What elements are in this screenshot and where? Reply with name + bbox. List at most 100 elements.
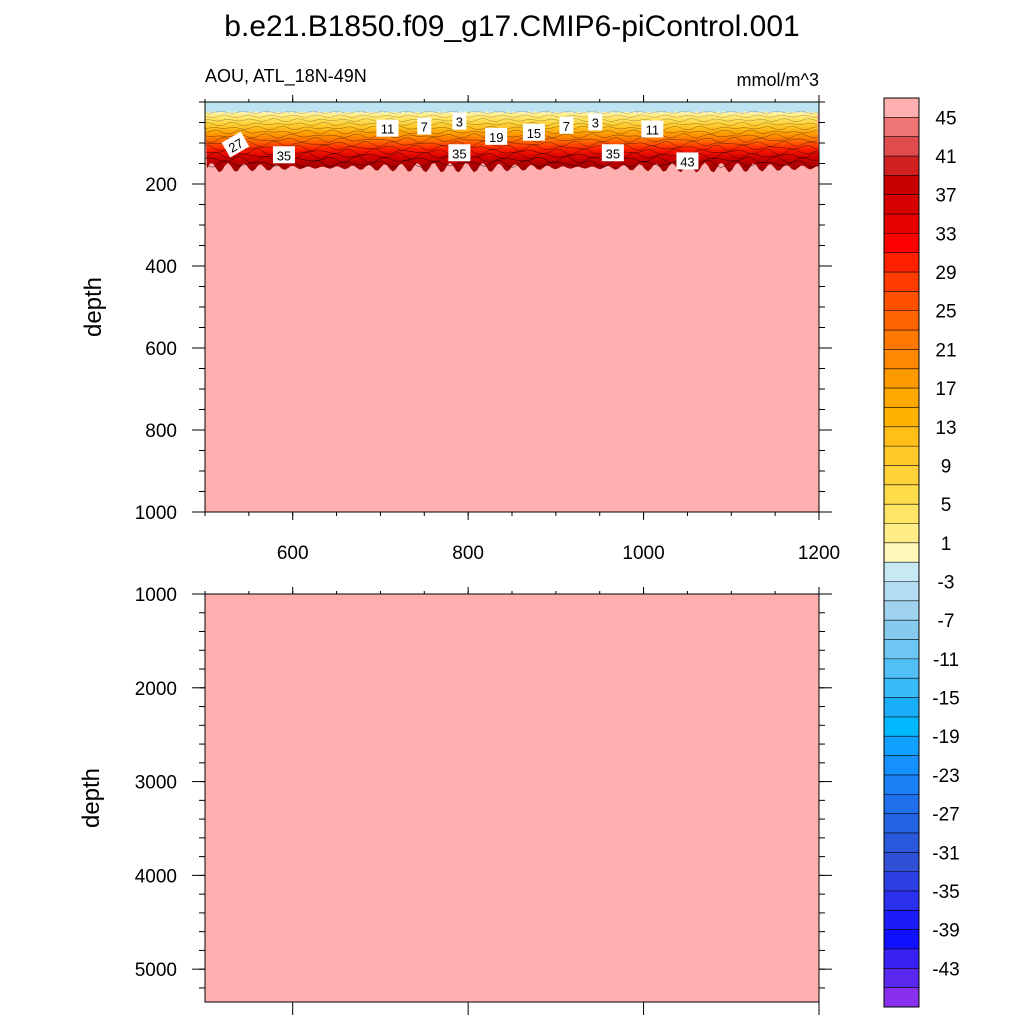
lower-panel: 1000 2000 3000 4000 5000 depth [78, 585, 832, 1015]
contour-label-text: 11 [381, 122, 395, 137]
contour-label: 35 [272, 146, 295, 164]
colorbar-box [884, 446, 919, 466]
x-tick-label: 800 [452, 543, 484, 564]
colorbar-box [884, 523, 919, 544]
colorbar-label: 13 [935, 418, 956, 439]
contour-line [205, 118, 818, 122]
contour-label: 19 [485, 127, 508, 145]
colorbar-box [884, 736, 919, 756]
colorbar-box [884, 639, 919, 660]
colorbar-label: -27 [932, 805, 959, 826]
colorbar-label: -35 [932, 882, 959, 903]
colorbar-box [884, 368, 919, 389]
contour-line [205, 155, 818, 164]
upper-y-axis-label: depth [80, 277, 107, 337]
colorbar-box [884, 890, 919, 911]
colorbar-box [884, 310, 919, 331]
colorbar-label: 17 [935, 379, 956, 400]
colorbar-box [884, 175, 919, 196]
colorbar-box [884, 755, 919, 776]
contour-line [205, 148, 818, 156]
colorbar-box [884, 504, 919, 524]
contour-label-box [559, 116, 574, 134]
contour-line [205, 159, 818, 168]
contour-label-box [641, 120, 664, 138]
contour-label-text: 3 [592, 116, 599, 131]
colorbar-box [884, 987, 919, 1008]
y-tick-label: 1000 [135, 585, 177, 606]
x-tick-label: 1200 [798, 543, 840, 564]
surface-negative-band [205, 102, 819, 114]
y-tick-label: 600 [145, 339, 177, 360]
colorbar-box [884, 542, 919, 563]
x-tick-label: 600 [277, 543, 309, 564]
upper-contour-labels: 27 35 11 7 3 35 19 15 7 3 35 11 43 [221, 112, 699, 170]
contour-label-box [272, 146, 295, 164]
x-tick-label: 1000 [622, 543, 664, 564]
contour-label-text: 15 [527, 126, 541, 141]
contour-label-box [601, 144, 624, 162]
colorbar-label: -31 [932, 843, 959, 864]
colorbar-box [884, 156, 919, 176]
colorbar-box [884, 426, 919, 447]
lower-y-axis-label: depth [78, 768, 105, 828]
colorbar-label: -39 [932, 921, 959, 942]
contour-line [205, 152, 818, 160]
contour-label: 7 [559, 116, 574, 134]
contour-line [205, 125, 818, 131]
contour-label-box [588, 113, 603, 131]
colorbar-label: 45 [935, 108, 956, 129]
colorbar-label: 5 [941, 495, 952, 516]
colorbar-box [884, 581, 919, 602]
colorbar-box [884, 117, 919, 137]
colorbar-label: 25 [935, 302, 956, 323]
colorbar-box [884, 852, 919, 872]
contour-label-text: 35 [606, 146, 620, 161]
colorbar-label: -23 [932, 766, 959, 787]
colorbar-label: -43 [932, 959, 959, 980]
colorbar-box [884, 832, 919, 853]
colorbar-label: -7 [938, 611, 955, 632]
contour-line [205, 114, 818, 118]
contour-label-box [417, 117, 432, 135]
colorbar-box [884, 678, 919, 698]
colorbar-box [884, 388, 919, 408]
colorbar-frame [883, 97, 920, 1008]
colorbar-box [884, 697, 919, 718]
colorbar: 45 41 37 33 29 25 21 17 13 9 5 1 -3 -7 -11 -15 -19 -23 -27… [883, 97, 960, 1008]
colorbar-box [884, 813, 919, 834]
contour-label: 11 [376, 119, 399, 137]
colorbar-box [884, 136, 919, 157]
contour-line [205, 129, 818, 135]
colorbar-box [884, 252, 919, 273]
colorbar-box [884, 794, 919, 814]
colorbar-box [884, 465, 919, 486]
contour-line [205, 110, 818, 114]
chart-title: b.e21.B1850.f09_g17.CMIP6-piControl.001 [224, 10, 799, 43]
colorbar-label: 1 [941, 534, 952, 555]
lower-fill [205, 594, 819, 1002]
colorbar-label: 33 [935, 224, 956, 245]
upper-left-label: AOU, ATL_18N-49N [205, 66, 367, 87]
contour-label-text: 43 [680, 154, 694, 169]
colorbar-label: 21 [935, 340, 956, 361]
contour-label-box [485, 127, 508, 145]
y-tick-label: 4000 [135, 866, 177, 887]
y-tick-label: 2000 [135, 679, 177, 700]
contour-label-text: 3 [456, 115, 463, 130]
upper-right-label: mmol/m^3 [737, 70, 819, 90]
y-tick-label: 200 [145, 175, 177, 196]
contour-line [205, 144, 818, 152]
contour-label-text: 19 [489, 130, 503, 145]
contour-label: 35 [448, 144, 471, 162]
colorbar-box [884, 716, 919, 737]
colorbar-box [884, 291, 919, 312]
contour-label-box [448, 144, 471, 162]
contour-label-box [522, 123, 545, 141]
colorbar-label: -3 [938, 573, 955, 594]
upper-fill [205, 102, 819, 512]
colorbar-box [884, 214, 919, 234]
colorbar-box [884, 98, 919, 118]
contour-label-box [376, 119, 399, 137]
